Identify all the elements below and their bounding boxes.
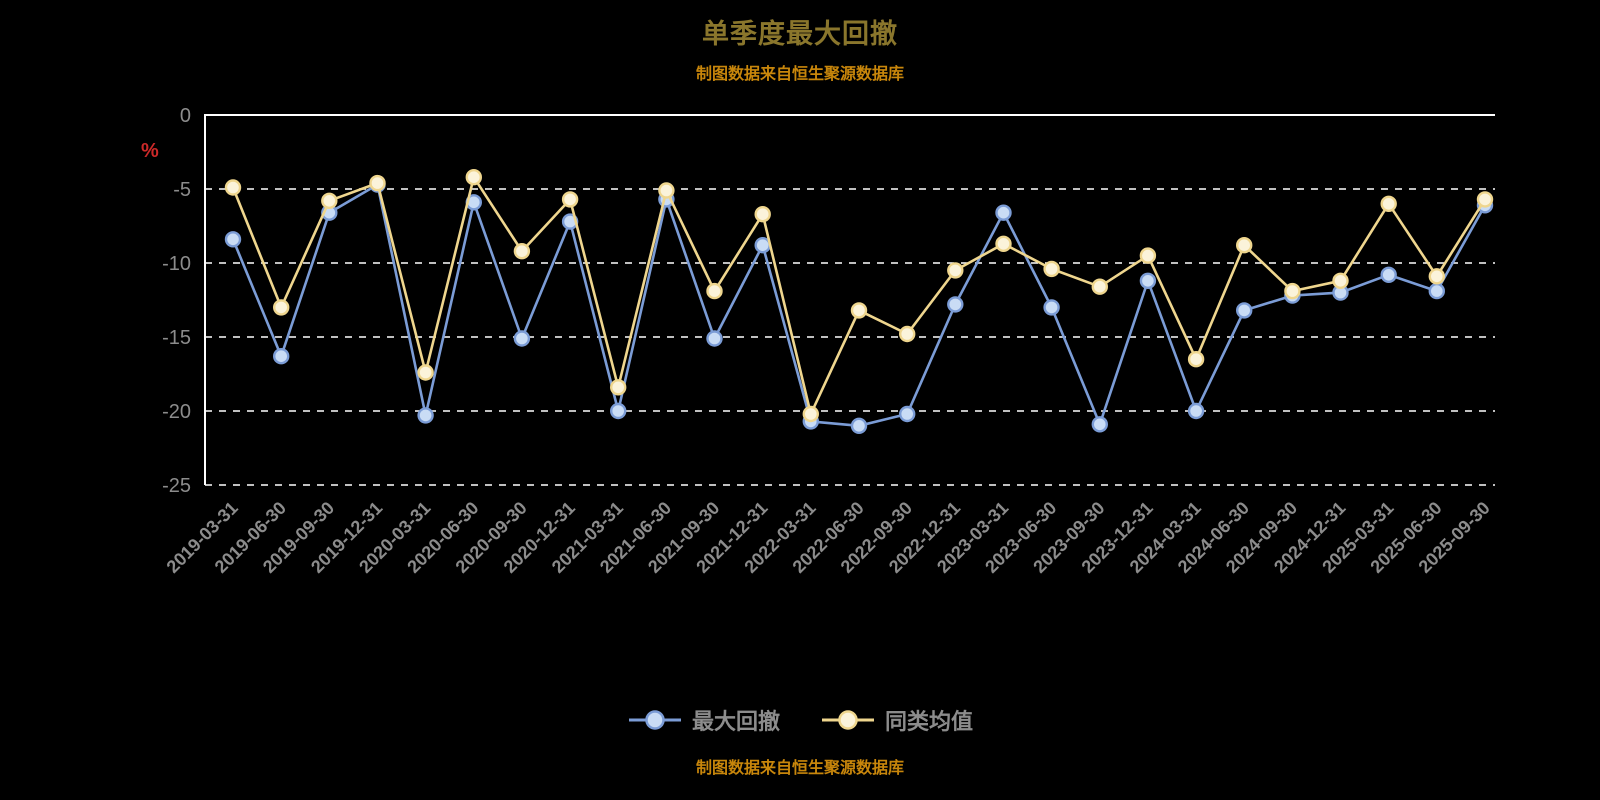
data-point-marker xyxy=(899,325,916,343)
legend-marker-peer-average-icon xyxy=(822,710,874,730)
data-source-note: 制图数据来自恒生聚源数据库 xyxy=(695,760,904,777)
legend: 最大回撤 同类均值 xyxy=(0,704,1600,736)
chart-subtitle: 制图数据来自恒生聚源数据库 xyxy=(695,66,904,83)
data-point-marker xyxy=(513,330,531,347)
data-point-marker xyxy=(947,296,964,313)
y-tick-label: -10 xyxy=(162,253,191,275)
data-point-marker xyxy=(947,262,964,279)
y-tick-label: 0 xyxy=(180,105,191,127)
legend-label-peer-average: 同类均值 xyxy=(885,709,974,734)
chart-title: 单季度最大回撤 xyxy=(702,19,898,49)
data-point-marker xyxy=(850,302,868,319)
data-point-marker xyxy=(1235,302,1253,319)
data-point-marker xyxy=(610,402,627,420)
data-point-marker xyxy=(1139,272,1157,289)
data-point-marker xyxy=(1235,236,1253,254)
legend-item-max-drawdown[interactable]: 最大回撤 xyxy=(627,704,780,736)
data-point-marker xyxy=(658,182,675,199)
data-point-marker xyxy=(417,364,434,381)
data-point-marker xyxy=(1380,266,1397,283)
data-point-marker xyxy=(995,204,1012,221)
data-point-marker xyxy=(561,191,579,208)
data-point-marker xyxy=(1428,282,1446,300)
y-tick-label: -20 xyxy=(162,401,191,423)
data-point-marker xyxy=(850,417,868,434)
y-tick-label: -5 xyxy=(173,179,191,201)
data-point-marker xyxy=(1332,272,1349,289)
data-point-marker xyxy=(1043,299,1060,316)
data-point-marker xyxy=(1187,351,1205,368)
data-point-marker xyxy=(1043,260,1060,278)
x-axis-labels: 2019-03-312019-06-302019-09-302019-12-31… xyxy=(163,498,1494,577)
data-point-marker xyxy=(417,407,434,424)
data-point-marker xyxy=(224,231,242,248)
data-point-marker xyxy=(369,174,386,192)
data-point-marker xyxy=(754,236,771,254)
data-point-marker xyxy=(610,379,627,396)
data-point-marker xyxy=(899,405,916,423)
data-point-marker xyxy=(1476,191,1494,208)
legend-marker-max-drawdown-icon xyxy=(628,710,681,730)
y-tick-label: -15 xyxy=(162,327,191,349)
data-point-marker xyxy=(1284,282,1301,300)
data-point-marker xyxy=(273,348,290,365)
series-peer-average[interactable] xyxy=(224,168,1494,423)
data-point-marker xyxy=(1091,416,1109,433)
data-point-marker xyxy=(513,242,531,260)
y-tick-label: -25 xyxy=(162,475,191,497)
data-point-marker xyxy=(706,282,723,300)
data-point-marker xyxy=(754,205,771,223)
data-point-marker xyxy=(224,179,242,196)
data-point-marker xyxy=(1139,247,1157,264)
y-axis-unit-label: % xyxy=(141,140,159,162)
data-point-marker xyxy=(1187,402,1205,420)
legend-label-max-drawdown: 最大回撤 xyxy=(691,709,780,734)
data-point-marker xyxy=(995,235,1012,253)
data-point-marker xyxy=(1380,195,1397,213)
data-point-marker xyxy=(273,299,290,316)
data-point-marker xyxy=(321,192,338,210)
data-point-marker xyxy=(1428,268,1446,285)
legend-item-peer-average[interactable]: 同类均值 xyxy=(820,704,973,736)
chart-canvas: 0 -5 -10 -15 -20 -252019-03-312019-06-302019-… xyxy=(162,105,1495,577)
data-point-marker xyxy=(1091,278,1109,295)
data-point-marker xyxy=(465,168,482,186)
data-point-marker xyxy=(706,330,723,347)
data-point-marker xyxy=(802,405,819,423)
